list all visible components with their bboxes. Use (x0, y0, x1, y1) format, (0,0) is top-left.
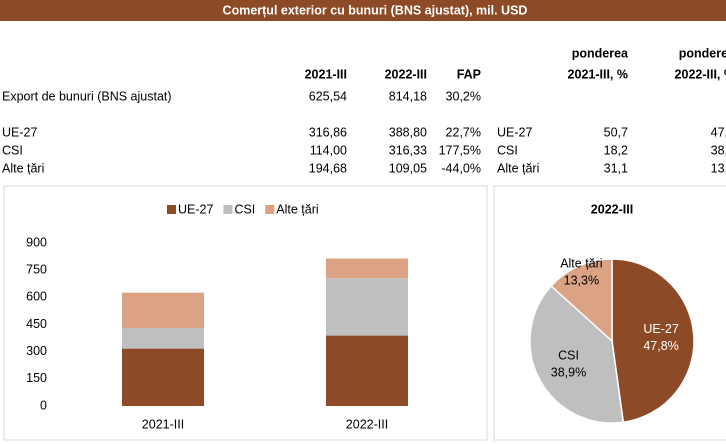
slice-label: 38,9% (551, 365, 586, 379)
y-tick-label: 0 (40, 398, 47, 412)
bar-segment (122, 348, 204, 406)
table-cell: 194,68 (309, 161, 347, 175)
table-cell: UE-27 (2, 125, 37, 139)
column-header: 2022-III, % (675, 67, 726, 81)
table-cell: UE-27 (497, 125, 532, 139)
legend-swatch (167, 205, 176, 214)
pie-slice (550, 258, 613, 343)
table-cell: 38,9 (711, 143, 726, 157)
table-cell: 109,05 (389, 161, 427, 175)
slice-name: Alte țări (560, 256, 602, 270)
table-title: Comerțul exterior cu bunuri (BNS ajustat… (223, 3, 528, 17)
pie-slice (611, 258, 695, 424)
y-tick-label: 150 (26, 371, 47, 385)
x-tick-label: 2021-III (142, 417, 184, 431)
y-tick-label: 300 (26, 344, 47, 358)
y-tick-label: 900 (26, 235, 47, 249)
table-cell: Export de bunuri (BNS ajustat) (2, 89, 172, 103)
table-cell: 50,7 (604, 125, 628, 139)
bar-segment (326, 335, 408, 406)
table-cell: 177,5% (439, 143, 481, 157)
y-tick-label: 450 (26, 317, 47, 331)
bar-chart-frame (3, 185, 488, 441)
table-cell: 316,86 (309, 125, 347, 139)
column-header: 2021-III (305, 67, 347, 81)
bar-segment (122, 292, 204, 328)
chart-title: 2022-III (591, 202, 633, 216)
x-tick-label: 2022-III (346, 417, 388, 431)
table-cell: 31,1 (604, 161, 628, 175)
column-header: FAP (457, 67, 481, 81)
legend-label: Alte țări (276, 202, 318, 216)
column-header: ponderea (679, 46, 726, 60)
y-tick-label: 600 (26, 290, 47, 304)
legend-swatch (223, 205, 233, 214)
slice-name: CSI (558, 348, 579, 362)
table-cell: 316,33 (389, 143, 427, 157)
y-tick-label: 750 (26, 262, 47, 276)
table-cell: CSI (497, 143, 518, 157)
table-cell: 814,18 (389, 89, 427, 103)
slice-name: UE-27 (643, 322, 678, 336)
title-bar (0, 0, 726, 21)
bar-segment (326, 258, 408, 279)
table-cell: Alte țări (2, 161, 44, 175)
table-cell: 114,00 (310, 143, 347, 157)
table-cell: 18,2 (604, 143, 628, 157)
table-cell: 388,80 (389, 125, 427, 139)
legend-label: UE-27 (178, 202, 213, 216)
table-cell: -44,0% (441, 161, 481, 175)
legend-swatch (265, 205, 275, 214)
bar-segment (122, 327, 204, 349)
table-cell: 47,8 (711, 125, 726, 139)
table-cell: 22,7% (446, 125, 481, 139)
column-header: 2021-III, % (568, 67, 628, 81)
table-cell: CSI (2, 143, 23, 157)
column-header: ponderea (572, 46, 629, 60)
table-cell: 625,54 (309, 89, 347, 103)
table-cell: Alte țări (497, 161, 539, 175)
bar-segment (326, 278, 408, 336)
pie-slice (529, 284, 625, 424)
column-header: 2022-III (385, 67, 427, 81)
table-cell: 30,2% (446, 89, 481, 103)
legend-label: CSI (234, 202, 255, 216)
slice-label: 47,8% (643, 339, 678, 353)
slice-label: 13,3% (564, 273, 599, 287)
table-cell: 13,3 (711, 161, 726, 175)
